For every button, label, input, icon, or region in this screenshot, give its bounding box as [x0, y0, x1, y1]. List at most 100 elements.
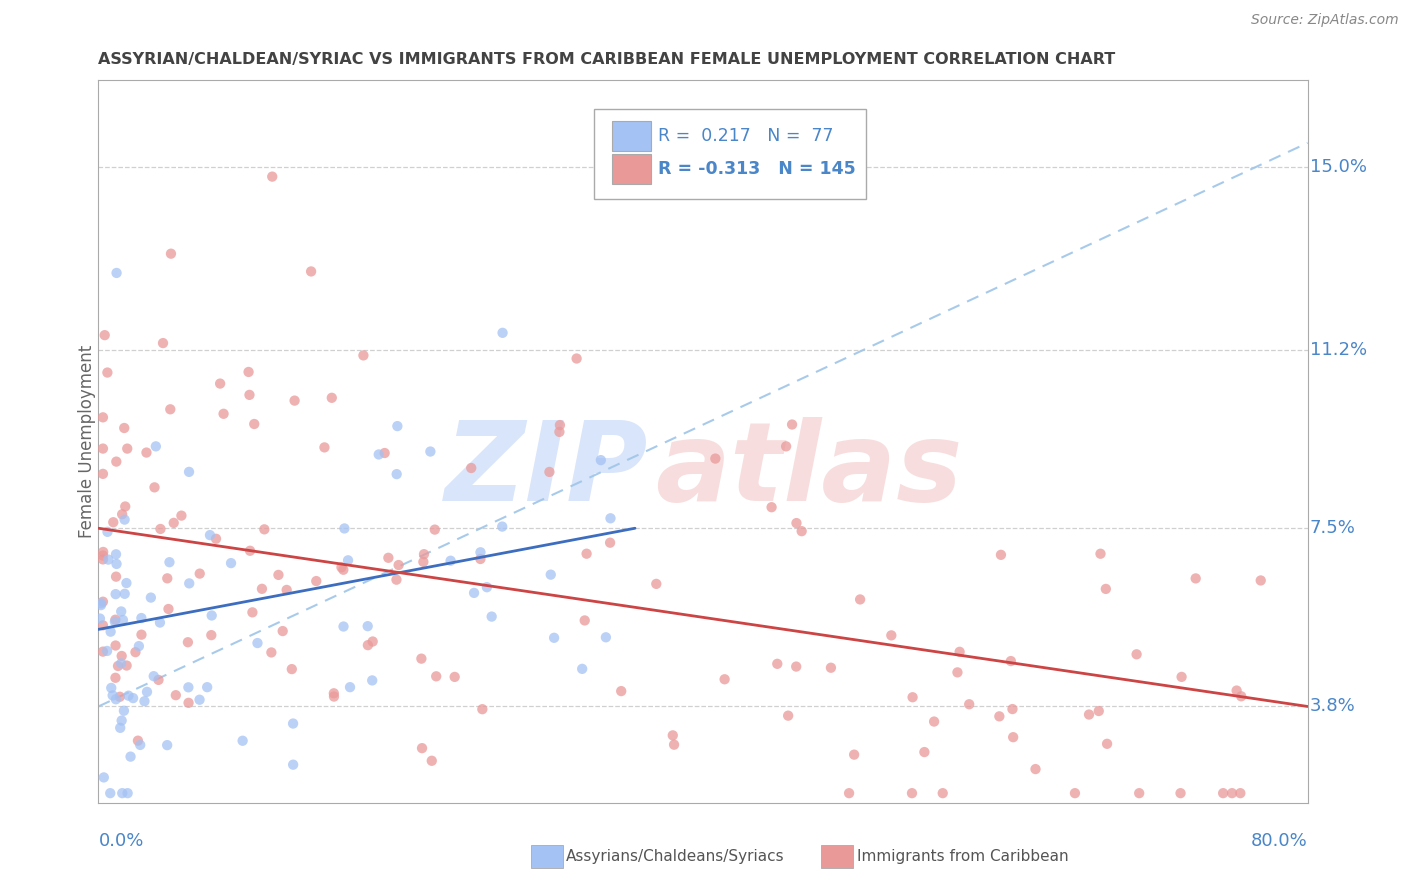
Point: [766, 657, 789, 671]
Point: [377, 550, 399, 565]
Point: [540, 567, 562, 582]
Point: [105, 569, 128, 583]
Point: [357, 619, 380, 633]
Point: [333, 521, 356, 535]
Point: [1229, 786, 1251, 800]
Point: [165, 688, 187, 702]
Point: [838, 786, 860, 800]
Point: [145, 439, 167, 453]
Point: [205, 532, 228, 546]
Point: [96, 644, 118, 658]
FancyBboxPatch shape: [613, 120, 651, 151]
Point: [112, 704, 135, 718]
Point: [209, 376, 232, 391]
Point: [337, 553, 360, 567]
Point: [565, 351, 588, 366]
Point: [188, 692, 211, 706]
Point: [571, 662, 593, 676]
Point: [538, 465, 561, 479]
Point: [122, 691, 145, 706]
Point: [901, 690, 924, 705]
Point: [139, 591, 162, 605]
Point: [785, 659, 807, 673]
Point: [481, 609, 503, 624]
Point: [322, 686, 344, 700]
Point: [922, 714, 945, 729]
Point: [780, 417, 803, 432]
Point: [110, 657, 132, 671]
Point: [589, 453, 612, 467]
Point: [201, 608, 224, 623]
Text: 3.8%: 3.8%: [1310, 698, 1355, 715]
Point: [148, 673, 170, 687]
Point: [820, 661, 842, 675]
Point: [1125, 648, 1147, 662]
Point: [90, 596, 112, 610]
Point: [250, 582, 273, 596]
Point: [89, 611, 111, 625]
Text: ASSYRIAN/CHALDEAN/SYRIAC VS IMMIGRANTS FROM CARIBBEAN FEMALE UNEMPLOYMENT CORREL: ASSYRIAN/CHALDEAN/SYRIAC VS IMMIGRANTS F…: [98, 52, 1116, 67]
Point: [419, 444, 441, 458]
Point: [238, 388, 260, 402]
Point: [957, 698, 980, 712]
Point: [1024, 762, 1046, 776]
Point: [135, 445, 157, 459]
Point: [412, 555, 434, 569]
Point: [439, 554, 461, 568]
Point: [114, 587, 136, 601]
Point: [246, 636, 269, 650]
Point: [1001, 702, 1024, 716]
Point: [912, 745, 935, 759]
Point: [305, 574, 328, 588]
Point: [179, 576, 201, 591]
Point: [159, 555, 181, 569]
Point: [332, 563, 354, 577]
Point: [128, 639, 150, 653]
Point: [880, 628, 903, 642]
Point: [170, 508, 193, 523]
Point: [443, 670, 465, 684]
Point: [463, 586, 485, 600]
Point: [352, 348, 374, 362]
Point: [159, 402, 181, 417]
Point: [212, 407, 235, 421]
Point: [548, 425, 571, 439]
Point: [195, 680, 218, 694]
Point: [599, 535, 621, 549]
Point: [103, 515, 125, 529]
Point: [361, 634, 384, 648]
Point: [1095, 582, 1118, 596]
Point: [149, 522, 172, 536]
Text: 0.0%: 0.0%: [98, 831, 143, 850]
Point: [105, 455, 128, 469]
Point: [332, 619, 354, 633]
Point: [104, 613, 127, 627]
Point: [91, 552, 114, 566]
Point: [156, 571, 179, 585]
Point: [1090, 547, 1112, 561]
Point: [299, 264, 322, 278]
Point: [114, 500, 136, 514]
Point: [160, 246, 183, 260]
Text: Assyrians/Chaldeans/Syriacs: Assyrians/Chaldeans/Syriacs: [567, 849, 785, 863]
Point: [117, 442, 139, 456]
Point: [91, 545, 114, 559]
Point: [387, 419, 409, 434]
Point: [107, 659, 129, 673]
Point: [1064, 786, 1087, 800]
Point: [323, 690, 346, 704]
Point: [713, 673, 735, 687]
Point: [105, 547, 128, 561]
Point: [177, 681, 200, 695]
Point: [90, 598, 112, 612]
FancyBboxPatch shape: [595, 109, 866, 200]
Point: [1184, 571, 1206, 585]
Point: [253, 522, 276, 536]
Point: [98, 786, 121, 800]
Point: [946, 665, 969, 680]
Text: atlas: atlas: [655, 417, 962, 524]
Point: [91, 410, 114, 425]
Point: [339, 680, 361, 694]
Point: [1087, 704, 1109, 718]
Point: [425, 669, 447, 683]
